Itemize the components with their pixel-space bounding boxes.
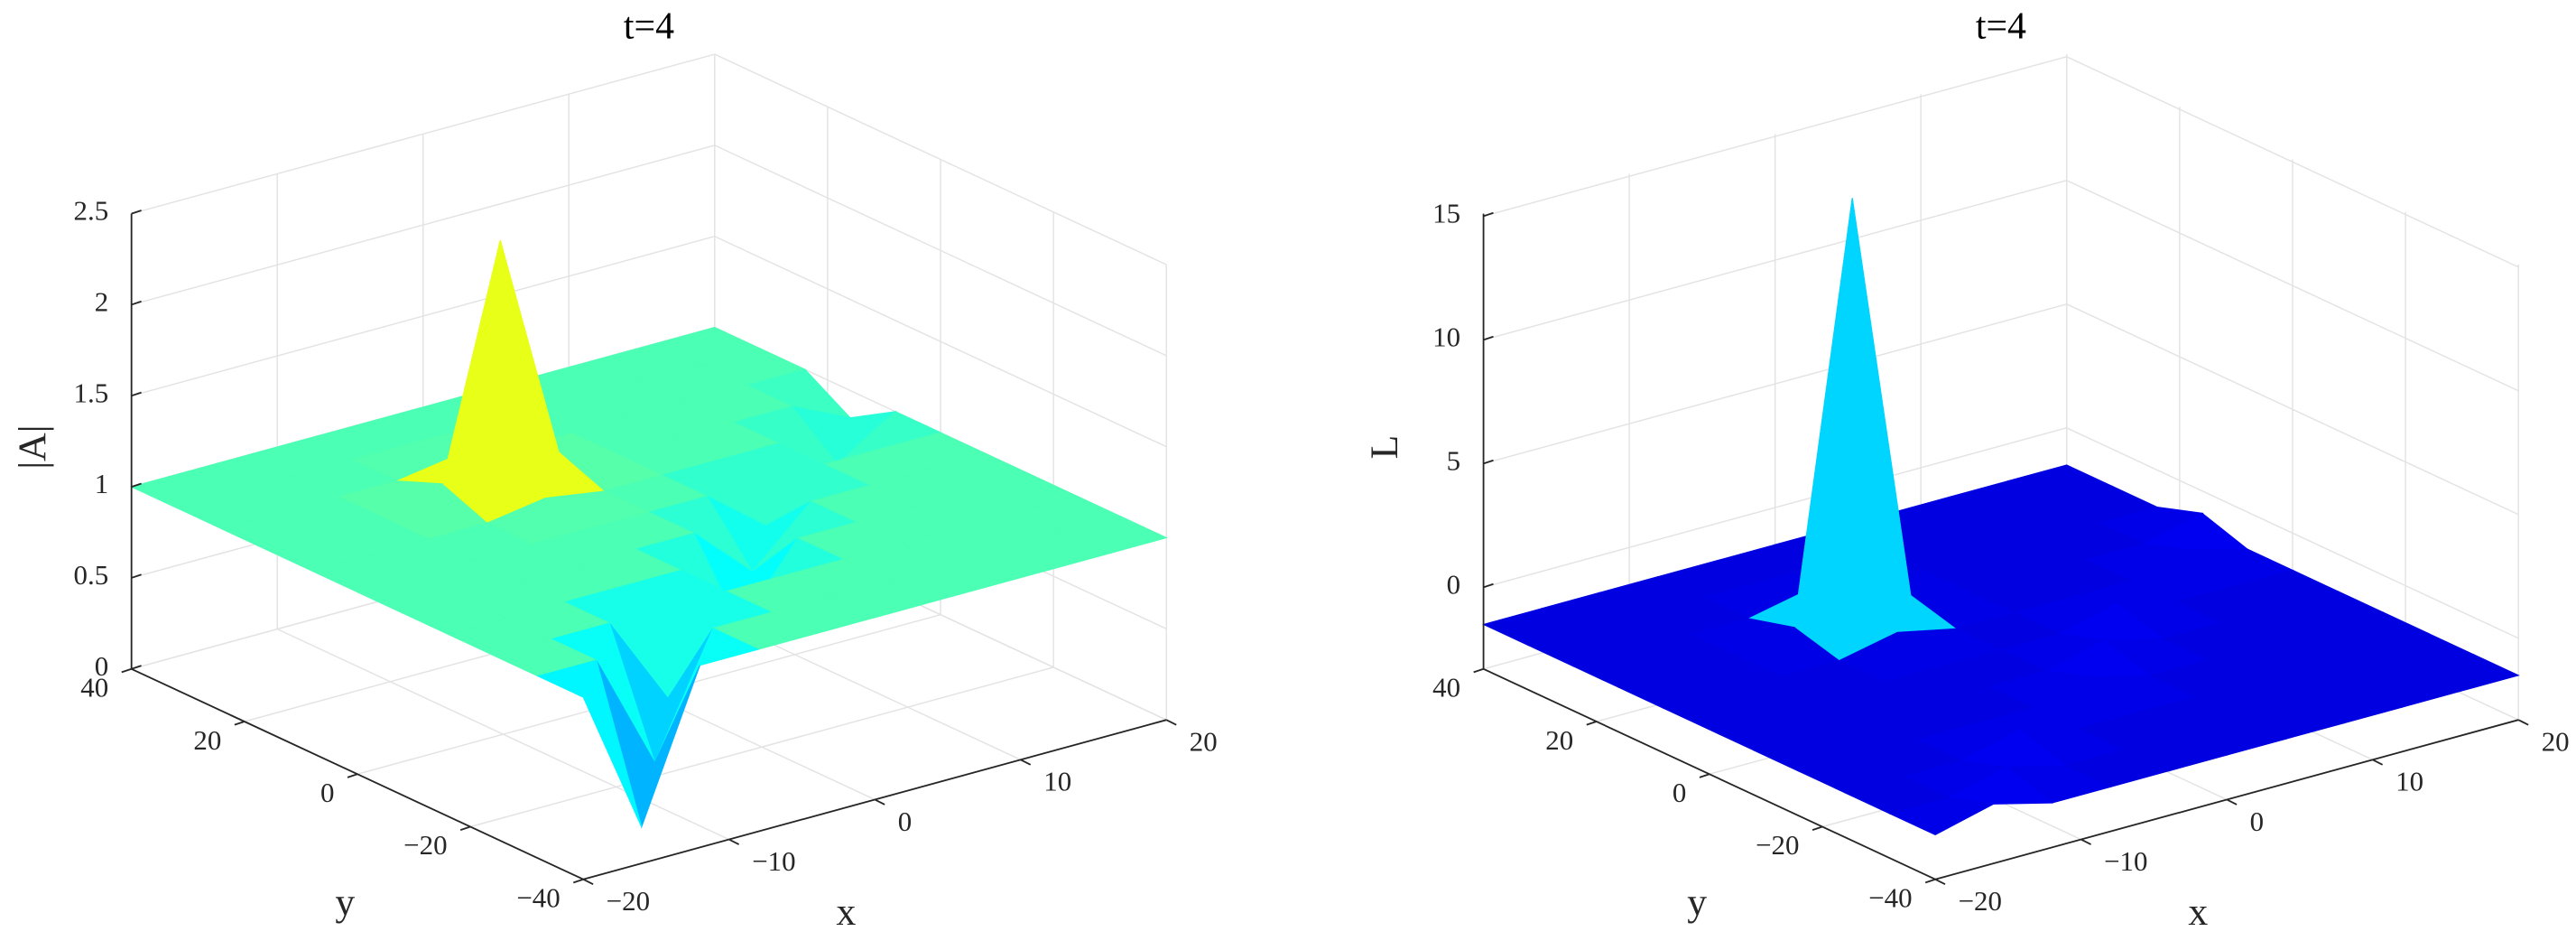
y-tick xyxy=(572,878,584,884)
z-tick-label: 5 xyxy=(1447,444,1460,476)
z-tick-label: 1 xyxy=(95,468,108,499)
y-tick xyxy=(234,721,246,726)
y-tick xyxy=(121,667,132,674)
z-tick xyxy=(131,573,142,579)
x-tick xyxy=(582,878,594,886)
z-tick xyxy=(131,665,142,670)
y-tick xyxy=(1924,878,1936,884)
x-tick-label: 20 xyxy=(2542,726,2570,758)
z-axis-label: L xyxy=(1363,435,1406,460)
z-tick xyxy=(131,210,142,215)
y-tick-label: 40 xyxy=(1432,672,1460,703)
x-tick-label: −20 xyxy=(607,885,650,917)
x-tick xyxy=(1165,719,1177,726)
grid-line xyxy=(469,666,1054,828)
grid-line xyxy=(131,236,715,396)
y-tick xyxy=(1473,667,1484,674)
grid-line xyxy=(1483,303,2067,465)
x-tick xyxy=(1934,878,1946,886)
z-tick xyxy=(131,482,142,488)
y-tick xyxy=(1699,773,1710,778)
y-tick-label: −20 xyxy=(403,829,447,861)
surface-patch xyxy=(1888,796,1996,836)
x-tick xyxy=(2226,798,2238,806)
grid-line xyxy=(2066,180,2519,392)
grid-line xyxy=(131,53,715,215)
y-tick xyxy=(459,825,471,831)
z-tick-label: 15 xyxy=(1432,197,1460,228)
x-axis xyxy=(1934,719,2519,880)
z-tick-label: 0.5 xyxy=(74,559,109,591)
grid-line xyxy=(2066,303,2519,516)
x-tick-label: 10 xyxy=(2395,766,2423,797)
x-tick xyxy=(874,798,885,806)
chart-title: t=4 xyxy=(1976,5,2026,47)
y-tick xyxy=(1812,825,1823,831)
y-tick xyxy=(1586,721,1598,726)
x-tick xyxy=(2372,759,2384,766)
z-tick xyxy=(1483,335,1494,341)
z-tick xyxy=(1483,211,1494,218)
grid-line xyxy=(2066,427,2519,639)
y-tick-label: −40 xyxy=(516,881,560,913)
z-tick xyxy=(131,391,142,397)
x-tick-label: 20 xyxy=(1190,726,1218,758)
z-axis-label: |A| xyxy=(11,425,54,470)
z-tick-label: 2.5 xyxy=(74,195,109,227)
x-tick-label: −10 xyxy=(752,845,795,877)
y-tick-label: 0 xyxy=(1673,777,1686,808)
y-tick-label: 20 xyxy=(193,724,221,756)
grid-line xyxy=(714,144,1167,357)
x-tick xyxy=(2080,838,2091,845)
chart-title: t=4 xyxy=(624,5,674,47)
z-tick-label: 10 xyxy=(1432,321,1460,352)
y-axis-label: y xyxy=(335,880,355,924)
y-tick-label: 40 xyxy=(80,672,108,703)
surface xyxy=(130,239,1168,829)
surface xyxy=(1482,198,2520,836)
grid-line xyxy=(714,53,1167,265)
x-tick-label: −20 xyxy=(1959,885,2002,917)
z-tick-label: 1.5 xyxy=(74,377,109,408)
grid-line xyxy=(714,236,1167,448)
grid-line xyxy=(1483,427,2067,589)
x-tick xyxy=(2517,719,2529,726)
y-tick-label: 0 xyxy=(320,777,334,808)
grid-line xyxy=(1483,56,2067,218)
x-tick-label: 10 xyxy=(1043,766,1071,797)
z-tick-label: 0 xyxy=(1447,568,1460,600)
x-axis-label: x xyxy=(836,890,856,934)
y-tick xyxy=(347,773,358,778)
x-tick xyxy=(1020,759,1032,766)
grid-line xyxy=(1483,180,2067,341)
x-tick xyxy=(728,838,740,845)
z-tick-label: 2 xyxy=(95,286,108,318)
grid-line xyxy=(131,144,715,306)
y-axis xyxy=(131,667,584,880)
x-tick-label: 0 xyxy=(2250,806,2264,837)
y-tick-label: −40 xyxy=(1868,881,1912,913)
x-axis-label: x xyxy=(2188,890,2208,934)
y-tick-label: −20 xyxy=(1756,829,1799,861)
z-tick xyxy=(1483,459,1494,465)
y-axis-label: y xyxy=(1687,880,1707,924)
grid-line xyxy=(2066,56,2519,268)
surface-patch xyxy=(536,659,643,827)
z-tick xyxy=(1483,582,1494,589)
x-tick-label: −10 xyxy=(2104,845,2147,877)
y-tick-label: 20 xyxy=(1545,724,1573,756)
z-tick-label: 0 xyxy=(95,650,108,682)
z-tick xyxy=(131,300,142,306)
x-tick-label: 0 xyxy=(898,806,912,837)
